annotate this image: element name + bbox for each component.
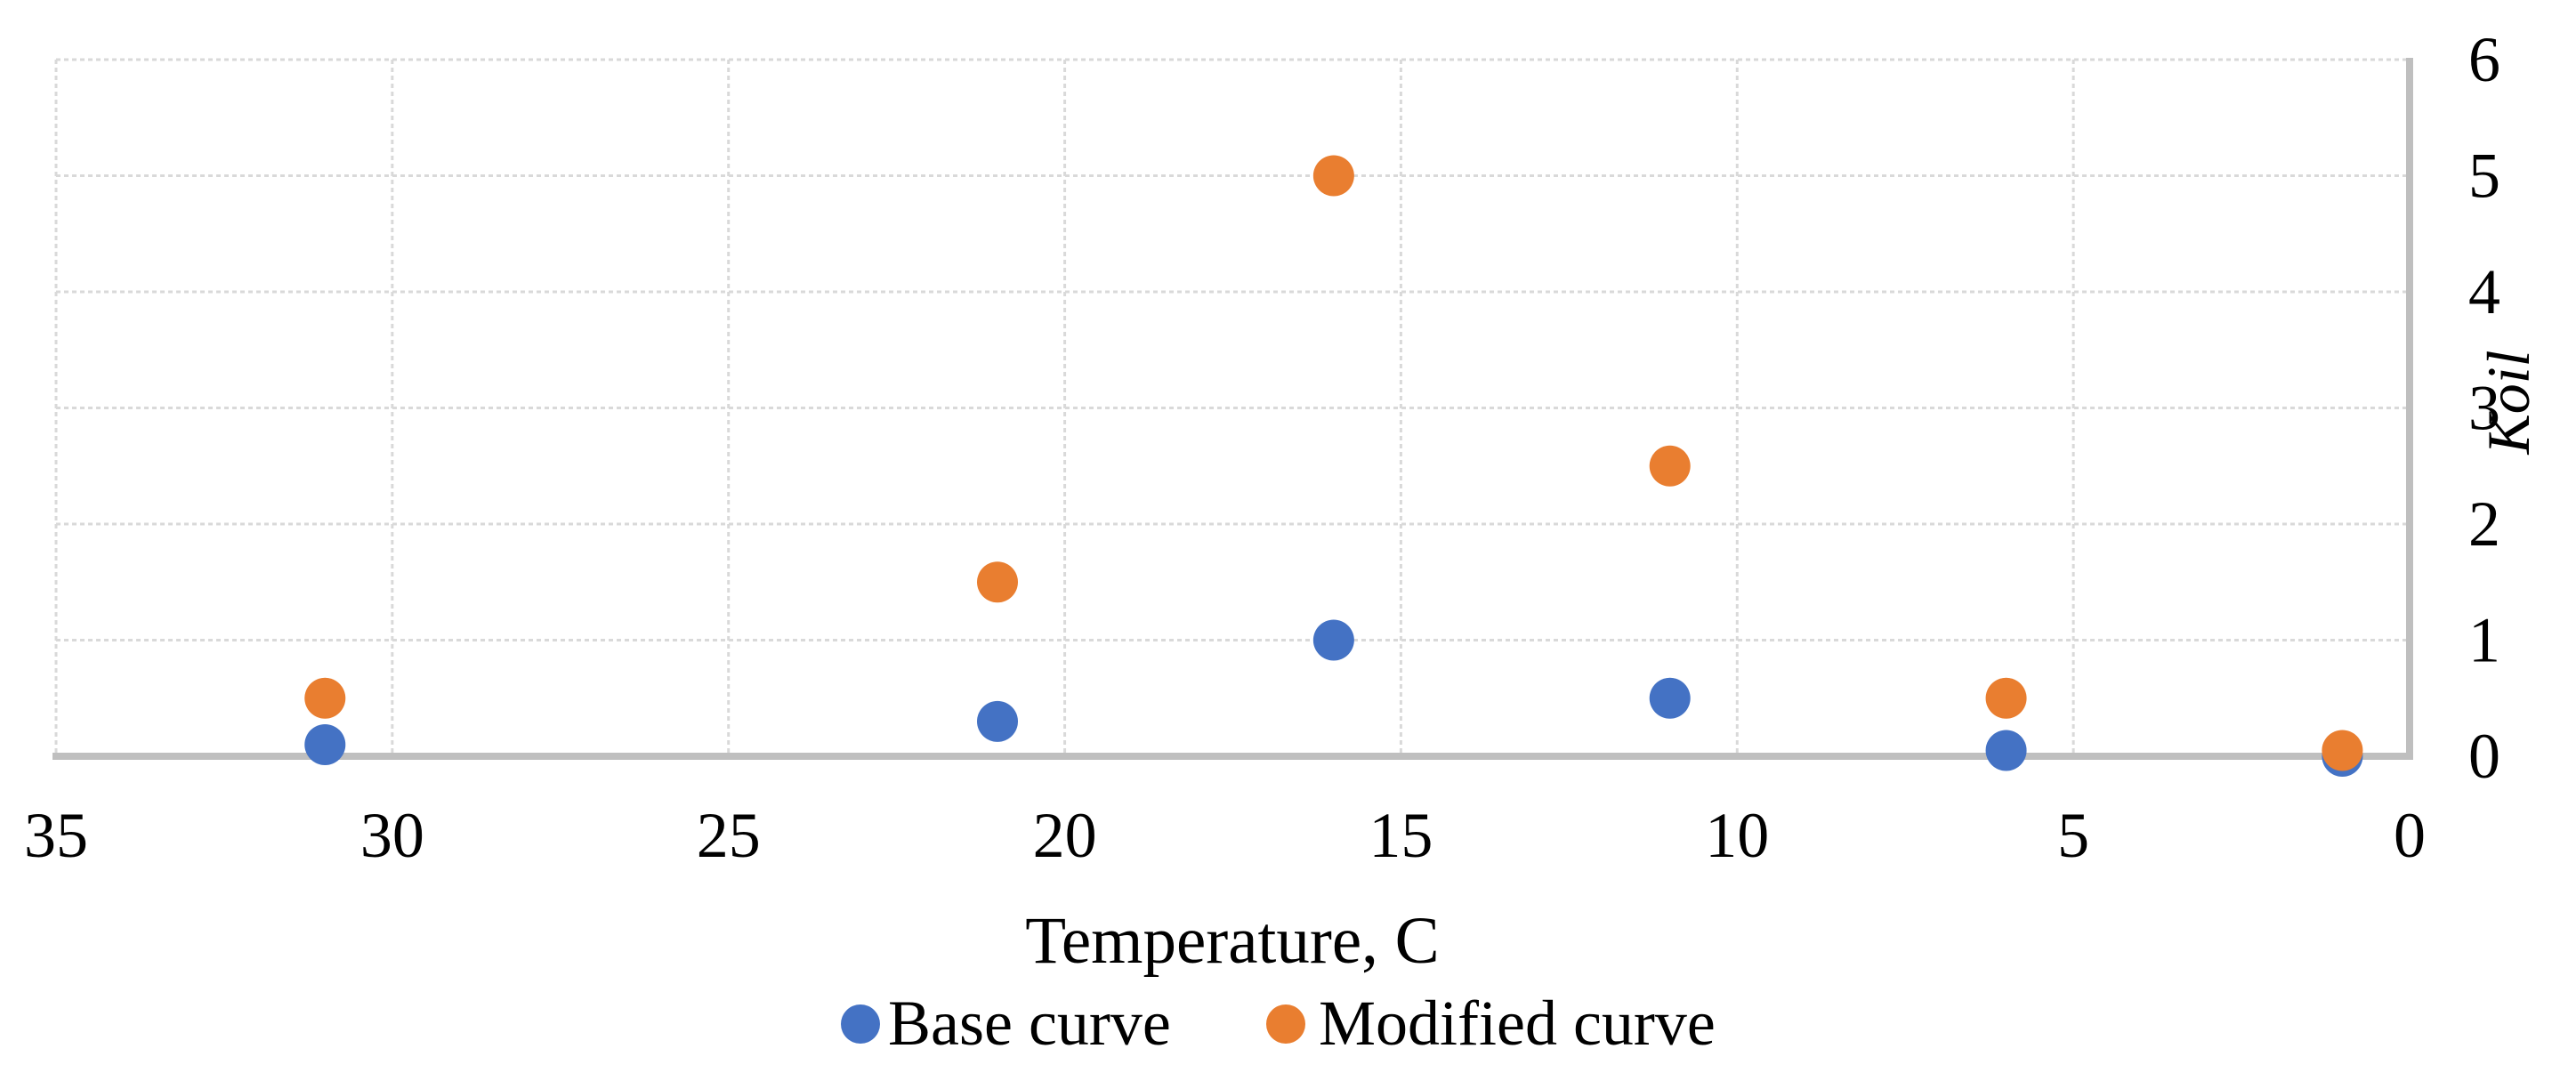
y-tick-label: 1 bbox=[2468, 605, 2500, 676]
data-point-modified-curve bbox=[2322, 730, 2363, 771]
x-tick-label: 25 bbox=[697, 800, 761, 871]
data-point-modified-curve bbox=[1649, 445, 1691, 487]
data-point-base-curve bbox=[1985, 730, 2027, 771]
legend-marker-modified-curve bbox=[1266, 1004, 1305, 1044]
legend-label-modified-curve: Modified curve bbox=[1319, 988, 1716, 1059]
x-tick-label: 5 bbox=[2057, 800, 2089, 871]
legend-label-base-curve: Base curve bbox=[888, 988, 1171, 1059]
data-point-modified-curve bbox=[1985, 677, 2027, 719]
data-point-base-curve bbox=[304, 723, 346, 765]
y-tick-label: 0 bbox=[2468, 721, 2500, 792]
data-point-modified-curve bbox=[977, 561, 1018, 603]
y-axis-title: Koil bbox=[2475, 350, 2542, 455]
legend-marker-base-curve bbox=[841, 1004, 880, 1044]
y-tick-label: 4 bbox=[2468, 256, 2500, 327]
y-tick-label: 6 bbox=[2468, 24, 2500, 95]
x-tick-label: 0 bbox=[2394, 800, 2426, 871]
y-tick-label: 2 bbox=[2468, 488, 2500, 560]
x-tick-label: 35 bbox=[24, 800, 88, 871]
data-point-base-curve bbox=[977, 700, 1018, 742]
y-tick-label: 3 bbox=[2468, 373, 2500, 444]
y-tick-label: 5 bbox=[2468, 141, 2500, 212]
x-tick-label: 10 bbox=[1705, 800, 1769, 871]
x-tick-label: 30 bbox=[360, 800, 424, 871]
x-tick-label: 20 bbox=[1033, 800, 1097, 871]
data-point-base-curve bbox=[1312, 619, 1354, 661]
data-point-modified-curve bbox=[304, 677, 346, 719]
x-tick-label: 15 bbox=[1369, 800, 1433, 871]
data-point-modified-curve bbox=[1312, 155, 1354, 197]
x-axis-title: Temperature, C bbox=[1025, 904, 1439, 978]
data-point-base-curve bbox=[1649, 677, 1691, 719]
